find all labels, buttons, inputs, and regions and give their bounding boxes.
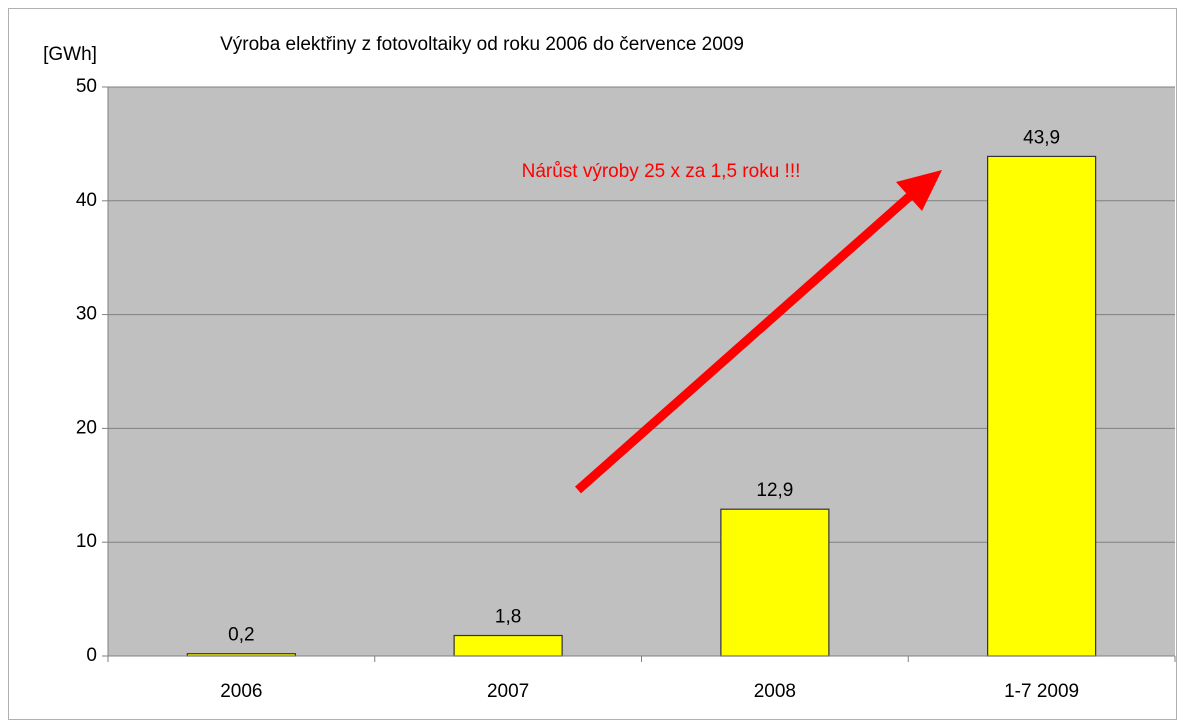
y-tick-label: 50 bbox=[76, 76, 97, 97]
chart-title: Výroba elektřiny z fotovoltaiky od roku … bbox=[220, 34, 744, 55]
y-tick-label: 30 bbox=[76, 304, 97, 325]
x-tick-label: 2007 bbox=[487, 681, 529, 702]
x-tick-label: 1-7 2009 bbox=[1004, 681, 1079, 702]
value-label: 43,9 bbox=[1023, 127, 1060, 148]
bar bbox=[987, 155, 1097, 657]
arrow-head bbox=[896, 170, 942, 211]
value-label: 1,8 bbox=[495, 607, 521, 628]
y-tick-label: 10 bbox=[76, 531, 97, 552]
value-label: 12,9 bbox=[756, 480, 793, 501]
arrow bbox=[575, 170, 942, 494]
arrow-shaft bbox=[575, 192, 913, 494]
y-tick-label: 20 bbox=[76, 417, 97, 438]
bar bbox=[453, 634, 563, 657]
bar bbox=[720, 508, 830, 657]
x-tick-label: 2006 bbox=[220, 681, 262, 702]
y-tick-label: 0 bbox=[86, 645, 97, 666]
x-tick-label: 2008 bbox=[754, 681, 796, 702]
y-tick-label: 40 bbox=[76, 190, 97, 211]
marks bbox=[102, 86, 1176, 662]
value-label: 0,2 bbox=[228, 625, 254, 646]
y-axis-label: [GWh] bbox=[43, 44, 97, 65]
annotation: Nárůst výroby 25 x za 1,5 roku !!! bbox=[522, 161, 801, 182]
